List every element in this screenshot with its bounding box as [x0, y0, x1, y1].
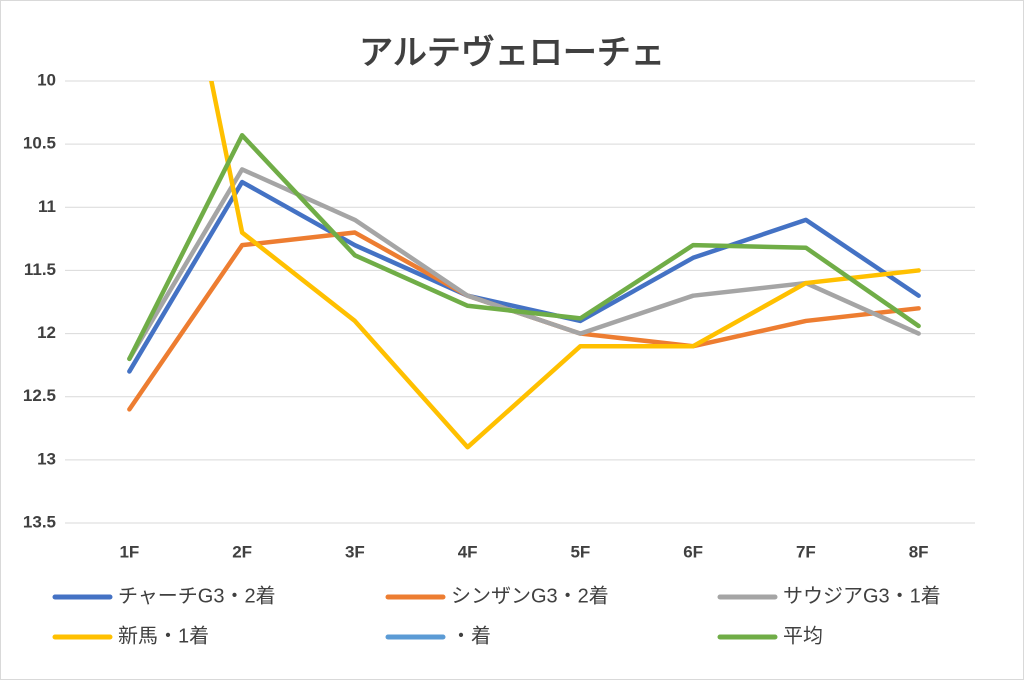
legend-label: 平均: [783, 624, 823, 647]
x-tick-label: 6F: [683, 542, 703, 561]
y-tick-label: 10: [37, 70, 56, 89]
legend-label: シンザンG3・2着: [451, 584, 609, 607]
y-tick-label: 11.5: [24, 260, 56, 279]
x-tick-label: 5F: [570, 542, 590, 561]
y-tick-label: 11: [38, 197, 56, 216]
x-tick-label: 1F: [119, 542, 139, 561]
y-tick-label: 12: [37, 323, 56, 342]
y-tick-label: 13.5: [23, 512, 56, 531]
x-tick-label: 7F: [796, 542, 816, 561]
y-tick-label: 12.5: [23, 386, 56, 405]
legend-label: 新馬・1着: [118, 624, 209, 647]
x-tick-label: 4F: [458, 542, 478, 561]
x-tick-label: 3F: [345, 542, 365, 561]
legend-label: ・着: [451, 624, 491, 647]
series-line: [127, 179, 921, 374]
series-line: [127, 133, 921, 362]
series-line: [209, 81, 921, 450]
plot-area: [127, 81, 921, 450]
x-tick-label: 8F: [909, 542, 929, 561]
chart-title: アルテヴェローチェ: [359, 33, 665, 72]
y-tick-label: 13: [37, 449, 56, 468]
legend-label: チャーチG3・2着: [118, 584, 276, 607]
x-tick-label: 2F: [232, 542, 252, 561]
legend-label: サウジアG3・1着: [783, 584, 941, 607]
y-tick-label: 10.5: [23, 134, 56, 153]
series-line: [127, 167, 921, 362]
